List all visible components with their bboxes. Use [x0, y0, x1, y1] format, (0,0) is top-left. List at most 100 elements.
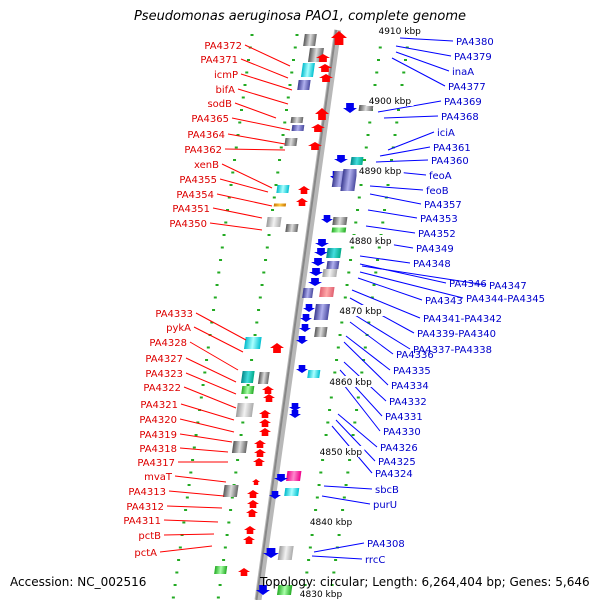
- label-leader-right: [365, 225, 416, 234]
- gene-label-left: PA4311: [123, 516, 161, 527]
- gene-label-right: PA4353: [420, 214, 458, 225]
- gene-label-right: PA4324: [375, 469, 413, 480]
- label-leader-left: [163, 519, 219, 523]
- label-leader-left: [174, 475, 227, 483]
- label-leader-right: [359, 271, 464, 299]
- label-leader-right: [359, 255, 411, 264]
- gene-block: [286, 471, 302, 481]
- reverse-gene-arrow: [289, 403, 301, 411]
- label-leader-left: [159, 545, 213, 553]
- gene-label-right: PA4339-PA4340: [417, 329, 496, 340]
- gene-label-right: PA4368: [441, 112, 479, 123]
- reverse-gene-arrow: [263, 548, 279, 558]
- gene-block: [297, 80, 311, 90]
- label-leader-right: [351, 289, 421, 319]
- gene-label-left: PA4313: [128, 487, 166, 498]
- gene-label-right: PA4344-PA4345: [466, 294, 545, 305]
- forward-gene-arrow: [298, 186, 310, 194]
- forward-gene-arrow: [316, 54, 330, 62]
- label-leader-left: [189, 341, 239, 371]
- gene-label-left: PA4351: [172, 204, 210, 215]
- gene-block: [243, 337, 262, 349]
- gene-label-left: pykA: [166, 323, 191, 334]
- reverse-gene-arrow: [334, 155, 348, 163]
- label-leader-right: [349, 311, 411, 350]
- gene-block: [307, 370, 321, 378]
- label-leader-left: [234, 102, 277, 119]
- scale-label-bg: [356, 165, 404, 176]
- reverse-gene-arrow: [314, 248, 328, 256]
- gene-label-left: xenB: [194, 160, 219, 171]
- scale-label-bg: [297, 588, 345, 599]
- forward-gene-arrow: [259, 428, 271, 436]
- gene-label-right: PA4341-PA4342: [423, 314, 502, 325]
- forward-gene-arrow: [243, 536, 255, 544]
- label-leader-right: [387, 131, 435, 151]
- gene-label-left: PA4319: [139, 430, 177, 441]
- label-leader-right: [323, 485, 373, 490]
- label-leader-right: [391, 57, 446, 87]
- gene-label-right: PA4337-PA4338: [413, 345, 492, 356]
- forward-gene-arrow: [259, 410, 271, 418]
- scale-label: 4840 kbp: [310, 518, 353, 528]
- reverse-gene-arrow: [311, 258, 325, 266]
- forward-gene-arrow: [262, 386, 274, 394]
- gene-label-left: bifA: [216, 85, 236, 96]
- forward-gene-arrow: [311, 124, 325, 132]
- label-leader-left: [168, 490, 225, 497]
- forward-gene-arrow: [318, 64, 332, 72]
- forward-gene-arrow: [253, 458, 265, 466]
- gene-block: [303, 34, 317, 46]
- gene-block: [331, 227, 347, 233]
- forward-gene-arrow: [296, 198, 308, 206]
- forward-gene-arrow: [263, 394, 275, 402]
- forward-gene-arrow: [244, 526, 256, 534]
- label-leader-left: [183, 386, 237, 409]
- gene-label-left: pctA: [134, 548, 157, 559]
- gene-label-left: PA4355: [179, 175, 217, 186]
- gene-label-left: PA4350: [169, 219, 207, 230]
- backbone-shade: [255, 29, 338, 600]
- gene-block: [284, 488, 300, 496]
- gene-label-left: PA4328: [149, 338, 187, 349]
- label-leader-left: [163, 533, 215, 536]
- gene-label-right: rrcC: [365, 555, 385, 566]
- forward-gene-arrow: [238, 568, 250, 576]
- label-leader-right: [339, 379, 381, 432]
- gene-label-right: feoA: [429, 171, 452, 182]
- gene-label-left: PA4327: [145, 354, 183, 365]
- label-leader-right: [377, 100, 442, 113]
- forward-gene-arrow: [315, 108, 329, 120]
- label-leader-right: [345, 335, 391, 371]
- gene-label-left: PA4322: [143, 383, 181, 394]
- gene-block: [285, 224, 299, 232]
- gene-label-right: PA4348: [413, 259, 451, 270]
- label-leader-right: [375, 159, 429, 163]
- gene-label-left: PA4354: [176, 190, 214, 201]
- label-leader-right: [361, 265, 487, 286]
- gene-label-right: feoB: [426, 186, 449, 197]
- label-leader-left: [195, 312, 247, 341]
- label-leader-left: [219, 178, 269, 193]
- gene-label-left: PA4317: [137, 458, 175, 469]
- gene-block: [291, 125, 305, 131]
- gene-label-right: PA4325: [378, 457, 416, 468]
- label-leader-left: [193, 326, 244, 353]
- forward-gene-arrow: [259, 419, 271, 427]
- reverse-gene-arrow: [321, 215, 333, 223]
- accession-text: Accession: NC_002516: [10, 575, 147, 589]
- label-leader-right: [383, 115, 439, 119]
- label-leader-left: [185, 357, 237, 383]
- reverse-gene-arrow: [296, 336, 308, 344]
- gene-label-right: inaA: [452, 67, 474, 78]
- forward-gene-arrow: [252, 479, 260, 485]
- label-leader-left: [224, 148, 286, 151]
- gene-block: [326, 261, 340, 269]
- topology-text: Topology: circular; Length: 6,264,404 bp…: [260, 575, 590, 589]
- label-leader-right: [395, 51, 450, 72]
- gene-label-right: PA4330: [383, 427, 421, 438]
- label-leader-left: [240, 58, 289, 79]
- label-leader-right: [395, 45, 452, 57]
